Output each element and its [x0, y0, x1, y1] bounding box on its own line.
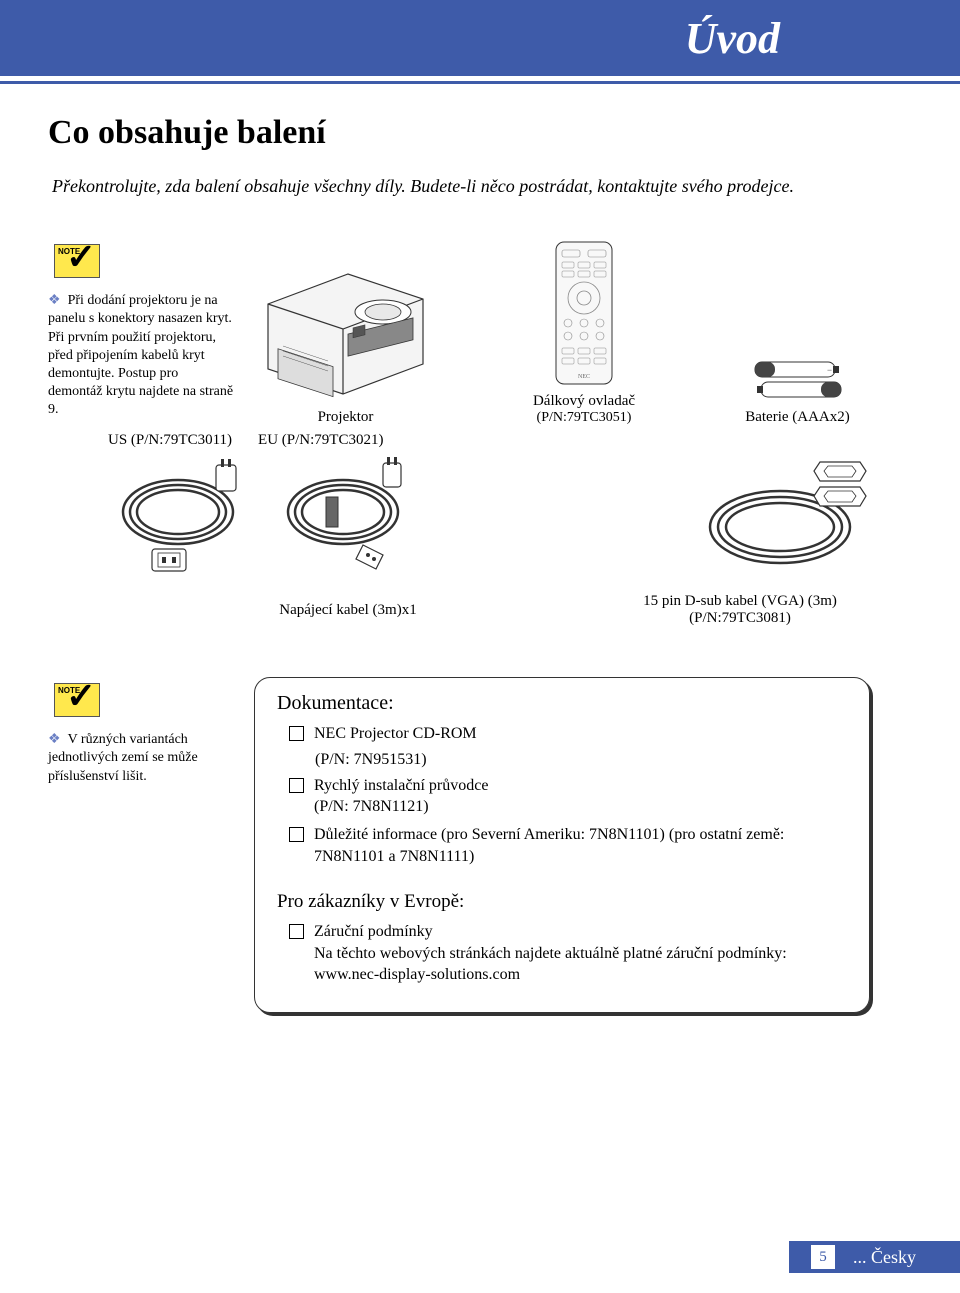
note1-body: Při dodání projektoru je na panelu s kon…: [48, 293, 233, 417]
doc-item-2-wrap: Rychlý instalační průvodce (P/N: 7N8N112…: [314, 775, 488, 818]
items-row-1: Projektor: [248, 238, 870, 426]
package-grid: NOTE ✓ ❖ Při dodání projektoru je na pan…: [48, 238, 870, 627]
power-cables-group: [108, 457, 428, 577]
header-bar: Úvod: [0, 0, 960, 78]
items-row-labels-bottom: Napájecí kabel (3m)x1 15 pin D-sub kabel…: [248, 593, 870, 627]
page-footer: 5 ... Česky: [789, 1241, 960, 1273]
note1-text: ❖ Při dodání projektoru je na panelu s k…: [48, 292, 236, 419]
eu-cable-illustration: [268, 457, 428, 577]
eu-pn: EU (P/N:79TC3021): [258, 432, 383, 449]
page-title: Úvod: [685, 13, 780, 64]
power-cable-label: Napájecí kabel (3m)x1: [188, 602, 508, 619]
doc-item-1-pn: (P/N: 7N951531): [315, 751, 847, 769]
projector-illustration: [248, 264, 443, 404]
doc-item-1: NEC Projector CD-ROM: [289, 723, 847, 745]
vga-label: 15 pin D-sub kabel (VGA) (3m): [610, 593, 870, 610]
projector-label: Projektor: [248, 409, 443, 426]
documentation-section: NOTE ✓ ❖ V různých variantách jednotlivý…: [48, 677, 870, 1013]
note-column-2: NOTE ✓ ❖ V různých variantách jednotlivý…: [48, 677, 236, 786]
remote-label: Dálkový ovladač: [533, 393, 635, 410]
note-icon: NOTE ✓: [48, 238, 104, 282]
section-intro: Překontrolujte, zda balení obsahuje všec…: [48, 174, 870, 198]
documentation-box: Dokumentace: NEC Projector CD-ROM (P/N: …: [254, 677, 870, 1013]
footer-language: ... Česky: [853, 1247, 916, 1268]
items-row-cables: [248, 457, 870, 587]
checkbox-icon: [289, 778, 304, 793]
battery-illustration: − +: [745, 354, 850, 404]
us-pn: US (P/N:79TC3011): [108, 432, 232, 449]
svg-text:−: −: [827, 365, 832, 375]
doc-item-3-text: Důležité informace (pro Severní Ameriku:…: [314, 824, 847, 867]
content-area: Co obsahuje balení Překontrolujte, zda b…: [0, 84, 960, 1013]
items-row-pn: US (P/N:79TC3011) EU (P/N:79TC3021): [248, 432, 870, 449]
section-title: Co obsahuje balení: [48, 114, 870, 152]
us-cable-illustration: [108, 457, 268, 577]
note-column-1: NOTE ✓ ❖ Při dodání projektoru je na pan…: [48, 238, 236, 419]
docs-title: Dokumentace:: [277, 692, 847, 715]
doc-item-2-pn: (P/N: 7N8N1121): [314, 798, 429, 815]
europe-item-text: Na těchto webových stránkách najdete akt…: [314, 945, 787, 984]
checkmark-icon-2: ✓: [66, 675, 96, 717]
vga-label-group: 15 pin D-sub kabel (VGA) (3m) (P/N:79TC3…: [610, 593, 870, 627]
doc-item-3: Důležité informace (pro Severní Ameriku:…: [289, 824, 847, 867]
projector-cell: Projektor: [248, 264, 443, 426]
svg-text:+: +: [767, 385, 772, 395]
checkbox-icon: [289, 924, 304, 939]
checkmark-icon: ✓: [66, 236, 96, 278]
doc-item-2-text: Rychlý instalační průvodce: [314, 777, 488, 794]
page-number: 5: [811, 1245, 835, 1269]
europe-title: Pro zákazníky v Evropě:: [277, 891, 847, 913]
vga-pn: (P/N:79TC3081): [610, 610, 870, 627]
note2-body: V různých variantách jednotlivých zemí s…: [48, 732, 198, 783]
europe-item: Záruční podmínky Na těchto webových strá…: [289, 921, 847, 986]
doc-item-1-text: NEC Projector CD-ROM: [314, 723, 477, 745]
vga-cable-illustration: [680, 457, 880, 587]
checkbox-icon: [289, 726, 304, 741]
checkbox-icon: [289, 827, 304, 842]
battery-cell: − + Baterie (AAAx2): [725, 324, 870, 426]
note-icon-2: NOTE ✓: [48, 677, 104, 721]
europe-item-wrap: Záruční podmínky Na těchto webových strá…: [314, 921, 847, 986]
remote-illustration: NEC: [548, 238, 620, 388]
doc-item-2: Rychlý instalační průvodce (P/N: 7N8N112…: [289, 775, 847, 818]
europe-item-label: Záruční podmínky: [314, 923, 433, 940]
items-area: Projektor: [248, 238, 870, 627]
remote-pn: (P/N:79TC3051): [533, 410, 635, 426]
remote-cell: NEC Dálkový ovladač (P/N:79TC3051): [533, 238, 635, 426]
battery-label: Baterie (AAAx2): [725, 409, 870, 426]
note2-text: ❖ V různých variantách jednotlivých zemí…: [48, 731, 236, 786]
svg-text:NEC: NEC: [578, 374, 590, 380]
